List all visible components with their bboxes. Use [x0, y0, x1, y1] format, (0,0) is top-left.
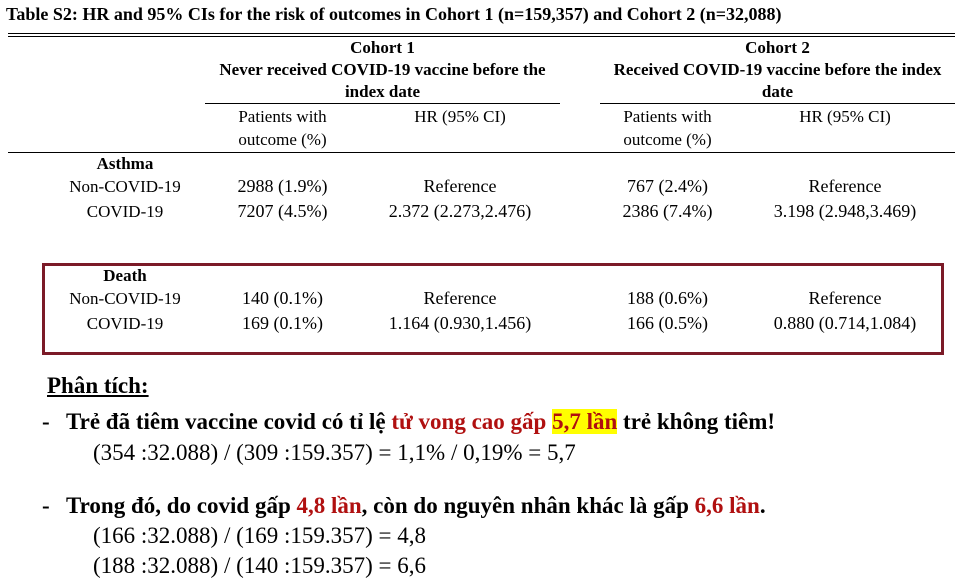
cell: 767 (2.4%) [627, 176, 708, 196]
rule [8, 152, 955, 153]
text-part: 4,8 lần [296, 493, 362, 518]
cell: 2988 (1.9%) [237, 176, 328, 196]
subheader: Patients with outcome (%) [238, 107, 327, 149]
cell: 3.198 (2.948,3.469) [773, 201, 917, 221]
cell: 1.164 (0.930,1.456) [388, 313, 532, 333]
calculation: (188 :32.088) / (140 :159.357) = 6,6 [93, 553, 427, 578]
calculation: (166 :32.088) / (169 :159.357) = 4,8 [93, 523, 427, 548]
table-title: Table S2: HR and 95% CIs for the risk of… [6, 4, 782, 24]
text-part: Trong đó, do covid gấp [66, 493, 297, 518]
bullet-line: - Trẻ đã tiêm vaccine covid có tỉ lệ tử v… [42, 408, 775, 436]
text-part: tử vong cao gấp [391, 409, 553, 434]
calculation: (354 :32.088) / (309 :159.357) = 1,1% / … [93, 440, 576, 465]
rule [205, 103, 560, 104]
analysis-heading: Phân tích: [47, 373, 149, 398]
section-label: Death [103, 266, 147, 285]
text-part: . [759, 493, 766, 518]
section-label: Asthma [96, 154, 154, 173]
cell: 0.880 (0.714,1.084) [773, 313, 917, 333]
text-part: , còn do nguyên nhân khác là gấp [361, 493, 695, 518]
cell: 169 (0.1%) [242, 313, 323, 333]
text-part: 6,6 lần [694, 493, 760, 518]
cell: 166 (0.5%) [627, 313, 708, 333]
text-part: 5,7 lần [552, 409, 618, 434]
text-part: Trẻ đã tiêm vaccine covid có tỉ lệ [66, 409, 392, 434]
subheader: Patients with outcome (%) [623, 107, 712, 149]
subheader: HR (95% CI) [414, 107, 506, 126]
row-label: COVID-19 [86, 202, 164, 221]
row-label: COVID-19 [86, 314, 164, 333]
cohort-description: Never received COVID-19 vaccine before t… [219, 60, 546, 101]
row-label: Non-COVID-19 [69, 177, 181, 196]
cohort-name: Cohort 2 [745, 38, 810, 57]
text-part: trẻ không tiêm! [617, 409, 776, 434]
subheader: HR (95% CI) [799, 107, 891, 126]
bullet: - [42, 409, 50, 434]
cell: Reference [423, 288, 497, 308]
cell: 7207 (4.5%) [237, 201, 328, 221]
rule [600, 103, 955, 104]
bullet: - [42, 493, 50, 518]
cell: 2.372 (2.273,2.476) [388, 201, 532, 221]
highlight-box [42, 263, 944, 355]
cell: 188 (0.6%) [627, 288, 708, 308]
cell: 140 (0.1%) [242, 288, 323, 308]
row-label: Non-COVID-19 [69, 289, 181, 308]
bullet-line: - Trong đó, do covid gấp 4,8 lần, còn do … [42, 492, 766, 520]
cell: Reference [808, 288, 882, 308]
cohort-name: Cohort 1 [350, 38, 415, 57]
rule [8, 33, 955, 34]
cell: Reference [808, 176, 882, 196]
cell: Reference [423, 176, 497, 196]
cell: 2386 (7.4%) [622, 201, 713, 221]
rule [8, 36, 955, 37]
cohort-description: Received COVID-19 vaccine before the ind… [613, 60, 942, 101]
